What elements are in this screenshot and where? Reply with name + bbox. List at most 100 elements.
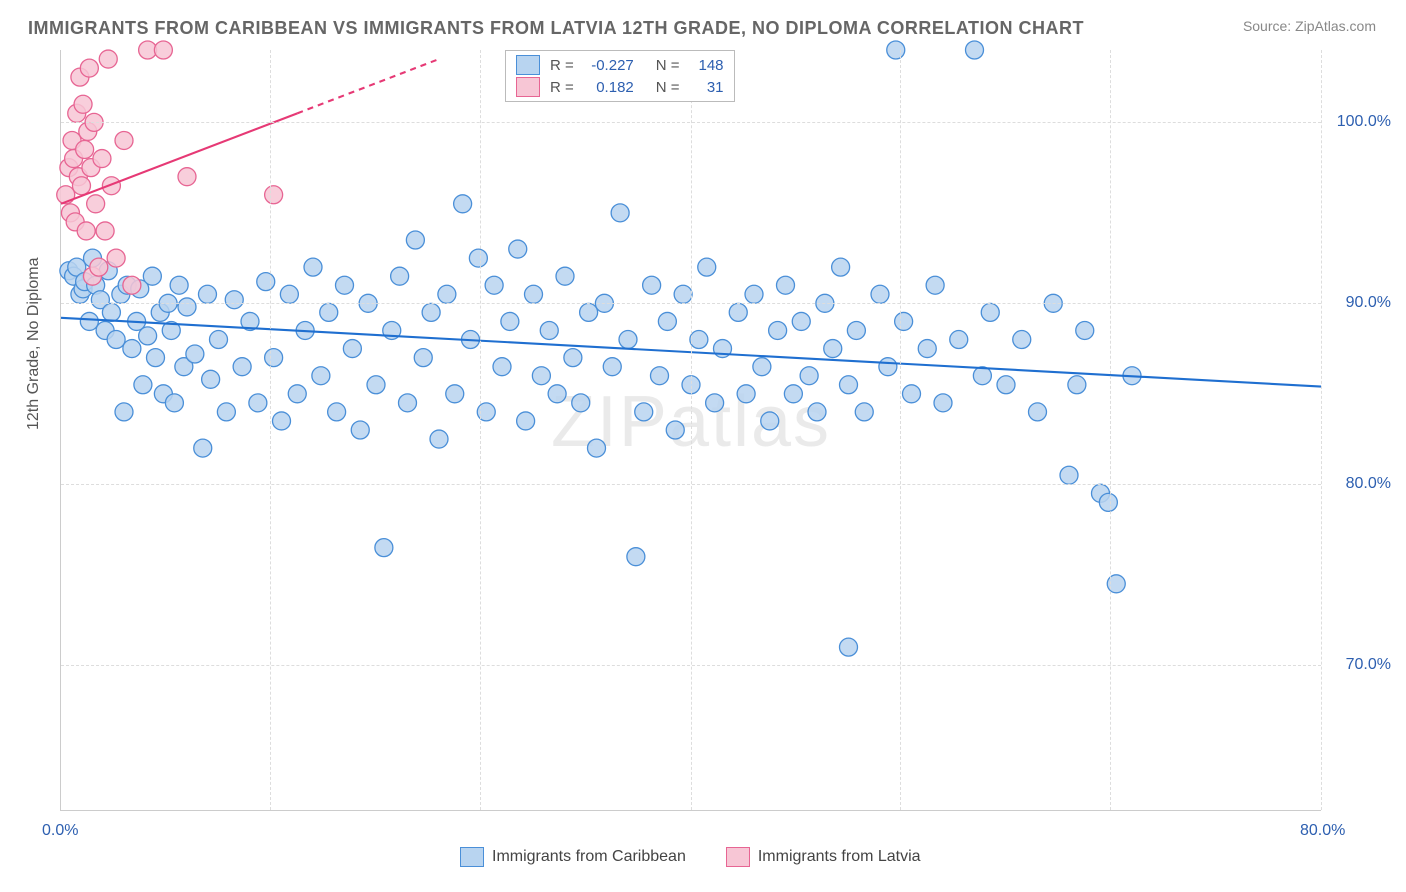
data-point [950,331,968,349]
data-point [430,430,448,448]
data-point [1099,493,1117,511]
x-tick-label: 0.0% [42,822,78,840]
data-point [123,340,141,358]
data-point [611,204,629,222]
data-point [115,131,133,149]
data-point [824,340,842,358]
data-point [454,195,472,213]
data-point [1060,466,1078,484]
data-point [367,376,385,394]
data-point [265,186,283,204]
series-legend-item: Immigrants from Caribbean [460,847,686,867]
data-point [336,276,354,294]
series-name: Immigrants from Caribbean [492,848,686,866]
y-tick-label: 70.0% [1331,656,1391,674]
data-point [879,358,897,376]
y-axis-label: 12th Grade, No Diploma [25,257,43,430]
data-point [99,50,117,68]
data-point [399,394,417,412]
series-name: Immigrants from Latvia [758,848,921,866]
data-point [564,349,582,367]
data-point [186,345,204,363]
data-point [139,327,157,345]
series-legend: Immigrants from Caribbean Immigrants from… [460,847,921,867]
data-point [74,95,92,113]
data-point [540,321,558,339]
data-point [406,231,424,249]
data-point [517,412,535,430]
correlation-legend: R =-0.227N =148R =0.182N =31 [505,50,735,102]
data-point [107,249,125,267]
data-point [556,267,574,285]
data-point [966,41,984,59]
y-tick-label: 100.0% [1331,113,1391,131]
legend-r-label: R = [550,57,574,74]
data-point [643,276,661,294]
gridline-v [270,50,271,810]
data-point [792,312,810,330]
gridline-v [1110,50,1111,810]
data-point [115,403,133,421]
data-point [198,285,216,303]
series-legend-item: Immigrants from Latvia [726,847,921,867]
data-point [658,312,676,330]
data-point [784,385,802,403]
data-point [761,412,779,430]
legend-row: R =-0.227N =148 [516,55,724,75]
data-point [194,439,212,457]
gridline-v [691,50,692,810]
data-point [627,548,645,566]
data-point [753,358,771,376]
data-point [170,276,188,294]
data-point [1013,331,1031,349]
data-point [808,403,826,421]
data-point [202,370,220,388]
data-point [304,258,322,276]
data-point [328,403,346,421]
data-point [855,403,873,421]
data-point [981,303,999,321]
data-point [375,539,393,557]
legend-swatch [516,55,540,75]
data-point [280,285,298,303]
data-point [635,403,653,421]
data-point [391,267,409,285]
data-point [165,394,183,412]
legend-r-value: -0.227 [584,57,634,74]
data-point [847,321,865,339]
data-point [651,367,669,385]
data-point [903,385,921,403]
data-point [414,349,432,367]
trend-line-dashed [297,59,439,113]
y-tick-label: 90.0% [1331,294,1391,312]
data-point [446,385,464,403]
data-point [666,421,684,439]
data-point [102,177,120,195]
data-point [438,285,456,303]
data-point [80,59,98,77]
data-point [769,321,787,339]
data-point [107,331,125,349]
data-point [210,331,228,349]
legend-r-value: 0.182 [584,79,634,96]
legend-r-label: R = [550,79,574,96]
data-point [548,385,566,403]
gridline-v [480,50,481,810]
data-point [257,273,275,291]
y-tick-label: 80.0% [1331,475,1391,493]
data-point [619,331,637,349]
data-point [887,41,905,59]
data-point [509,240,527,258]
data-point [840,638,858,656]
data-point [320,303,338,321]
data-point [698,258,716,276]
data-point [217,403,235,421]
data-point [918,340,936,358]
data-point [233,358,251,376]
legend-n-value: 31 [690,79,724,96]
data-point [343,340,361,358]
data-point [249,394,267,412]
data-point [134,376,152,394]
data-point [777,276,795,294]
data-point [312,367,330,385]
